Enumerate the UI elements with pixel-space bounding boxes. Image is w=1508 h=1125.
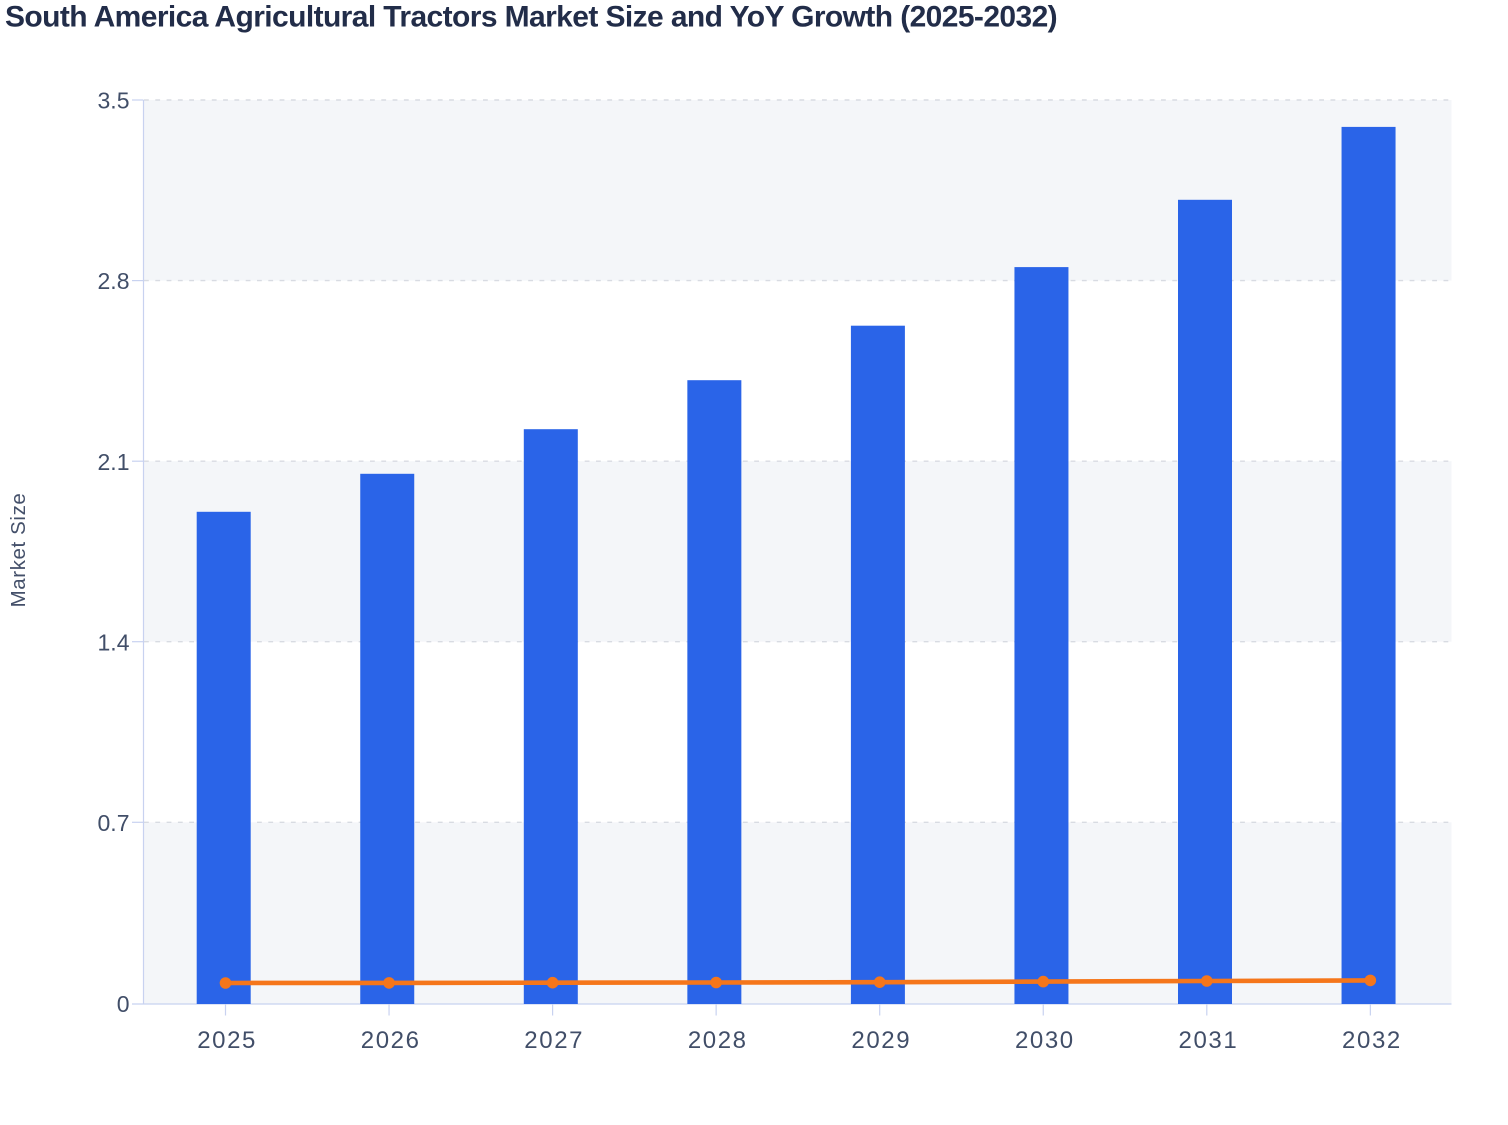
svg-text:0: 0 [117,991,130,1017]
svg-text:Market Size: Market Size [7,493,30,608]
svg-text:2028: 2028 [688,1027,748,1054]
svg-text:2.8: 2.8 [98,268,130,294]
svg-text:3.5: 3.5 [98,88,130,114]
svg-text:2032: 2032 [1342,1027,1402,1054]
svg-text:2029: 2029 [851,1027,911,1054]
svg-text:2025: 2025 [197,1027,257,1054]
svg-text:2030: 2030 [1015,1027,1075,1054]
svg-text:2.1: 2.1 [98,449,130,475]
svg-text:2031: 2031 [1179,1027,1239,1054]
svg-text:South America Agricultural Tra: South America Agricultural Tractors Mark… [5,1,1057,34]
svg-text:2026: 2026 [361,1027,421,1054]
svg-text:2027: 2027 [524,1027,584,1054]
svg-text:0.7: 0.7 [98,810,130,836]
svg-text:1.4: 1.4 [98,629,130,655]
